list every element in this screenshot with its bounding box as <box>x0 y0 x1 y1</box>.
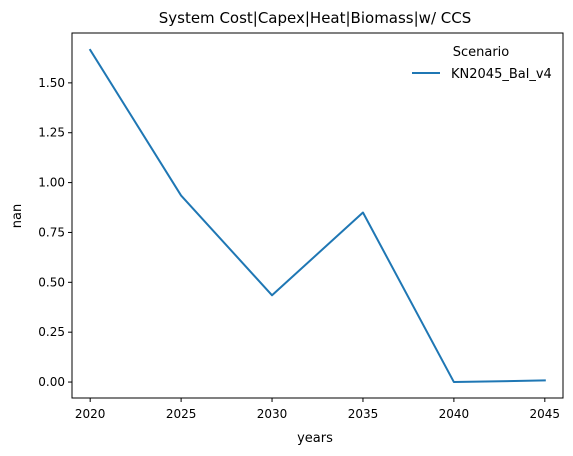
series-layer <box>88 48 546 384</box>
y-axis-title: nan <box>10 204 25 228</box>
y-tick-label: 0.50 <box>38 275 65 289</box>
x-axis: 2020 2025 2030 2035 2040 2045 <box>75 398 560 421</box>
x-tick-label: 2030 <box>257 407 288 421</box>
plot-frame <box>71 32 564 399</box>
y-tick-label: 0.00 <box>38 375 65 389</box>
legend-label: KN2045_Bal_v4 <box>451 67 552 82</box>
legend: Scenario KN2045_Bal_v4 <box>412 45 552 82</box>
x-tick-label: 2025 <box>166 407 197 421</box>
y-axis: 0.00 0.25 0.50 0.75 1.00 1.25 1.50 <box>38 76 72 389</box>
chart-title: System Cost|Capex|Heat|Biomass|w/ CCS <box>159 9 472 27</box>
x-tick-label: 2035 <box>348 407 379 421</box>
y-tick-label: 1.50 <box>38 76 65 90</box>
x-tick-label: 2040 <box>439 407 470 421</box>
y-tick-label: 1.00 <box>38 176 65 190</box>
legend-title: Scenario <box>453 45 510 60</box>
x-tick-label: 2045 <box>530 407 561 421</box>
y-tick-label: 0.25 <box>38 325 65 339</box>
x-tick-label: 2020 <box>75 407 106 421</box>
x-axis-title: years <box>297 431 333 446</box>
y-tick-label: 1.25 <box>38 126 65 140</box>
series-line-0 <box>88 48 546 384</box>
y-tick-label: 0.75 <box>38 225 65 239</box>
plot-area <box>71 32 564 399</box>
